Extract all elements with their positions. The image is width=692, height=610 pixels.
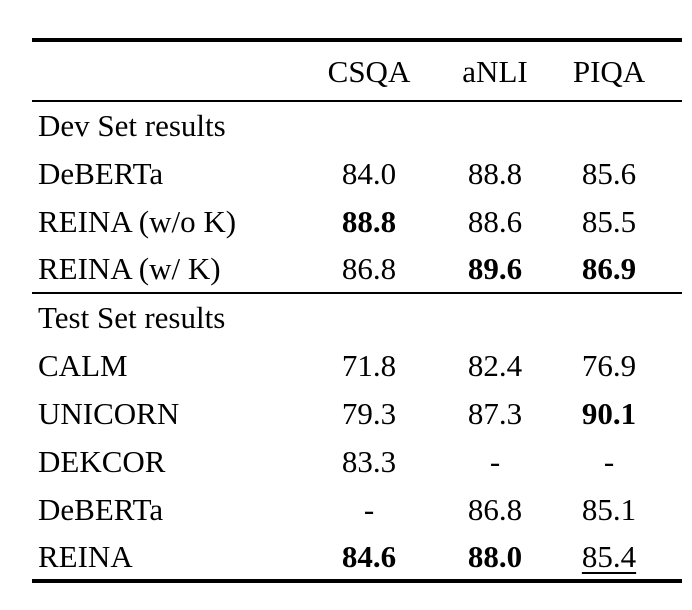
value-cell: 86.8 xyxy=(306,245,432,293)
cell-value: 76.9 xyxy=(581,347,637,383)
cell-value: 85.4 xyxy=(581,538,637,574)
column-header-piqa: PIQA xyxy=(572,53,646,89)
cell-value: 79.3 xyxy=(341,395,397,431)
cell-value: 85.5 xyxy=(581,203,637,239)
cell-value: 87.3 xyxy=(467,395,523,431)
value-cell: 89.6 xyxy=(432,245,558,293)
value-cell: 79.3 xyxy=(306,389,432,437)
header-row: CSQA aNLI PIQA xyxy=(32,40,682,101)
value-cell: 82.4 xyxy=(432,341,558,389)
cell-value: - xyxy=(603,443,615,479)
value-cell: 88.8 xyxy=(432,149,558,197)
column-header-anli: aNLI xyxy=(462,53,528,89)
table-row: DeBERTa - 86.8 85.1 xyxy=(32,485,682,533)
cell-value: 82.4 xyxy=(467,347,523,383)
value-cell: 84.0 xyxy=(306,149,432,197)
section-title: Dev Set results xyxy=(38,108,226,143)
value-cell: 85.1 xyxy=(558,485,682,533)
value-cell: - xyxy=(306,485,432,533)
table-section: Dev Set results DeBERTa 84.0 88.8 85.6 REINA … xyxy=(32,101,682,293)
section-title-row: Test Set results xyxy=(32,293,682,341)
cell-value: 71.8 xyxy=(341,347,397,383)
cell-value: - xyxy=(489,443,501,479)
table-section: Test Set results CALM 71.8 82.4 76.9 UNICORN 7… xyxy=(32,293,682,581)
value-cell: 83.3 xyxy=(306,437,432,485)
row-label: UNICORN xyxy=(38,395,180,431)
cell-value: 83.3 xyxy=(341,443,397,479)
cell-value: 86.8 xyxy=(467,491,523,527)
cell-value: - xyxy=(363,491,375,527)
corner-cell xyxy=(32,40,306,101)
row-label: DEKCOR xyxy=(38,443,166,479)
value-cell: 84.6 xyxy=(306,533,432,581)
value-cell: 87.3 xyxy=(432,389,558,437)
section-title: Test Set results xyxy=(38,300,226,335)
value-cell: 86.8 xyxy=(432,485,558,533)
cell-value: 88.8 xyxy=(467,155,523,191)
value-cell: - xyxy=(432,437,558,485)
value-cell: 90.1 xyxy=(558,389,682,437)
value-cell: - xyxy=(558,437,682,485)
value-cell: 88.0 xyxy=(432,533,558,581)
cell-value: 84.6 xyxy=(341,538,397,574)
section-title-row: Dev Set results xyxy=(32,101,682,149)
row-label: REINA (w/o K) xyxy=(38,203,237,239)
column-header-csqa: CSQA xyxy=(327,53,411,89)
row-label: REINA xyxy=(38,538,133,574)
row-label: CALM xyxy=(38,347,128,383)
value-cell: 85.5 xyxy=(558,197,682,245)
value-cell: 71.8 xyxy=(306,341,432,389)
cell-value: 85.1 xyxy=(581,491,637,527)
value-cell: 88.8 xyxy=(306,197,432,245)
results-table: CSQA aNLI PIQA Dev Set results DeBERTa 84.… xyxy=(32,38,682,583)
table-row: REINA 84.6 88.0 85.4 xyxy=(32,533,682,581)
row-label: REINA (w/ K) xyxy=(38,251,221,286)
table-row: UNICORN 79.3 87.3 90.1 xyxy=(32,389,682,437)
value-cell: 86.9 xyxy=(558,245,682,293)
value-cell: 85.6 xyxy=(558,149,682,197)
table-row: DeBERTa 84.0 88.8 85.6 xyxy=(32,149,682,197)
value-cell: 76.9 xyxy=(558,341,682,389)
cell-value: 86.8 xyxy=(341,251,397,286)
value-cell: 85.4 xyxy=(558,533,682,581)
cell-value: 89.6 xyxy=(467,251,523,286)
cell-value: 88.0 xyxy=(467,538,523,574)
table-row: DEKCOR 83.3 - - xyxy=(32,437,682,485)
row-label: DeBERTa xyxy=(38,155,164,191)
cell-value: 88.8 xyxy=(341,203,397,239)
table-row: REINA (w/o K) 88.8 88.6 85.5 xyxy=(32,197,682,245)
table-row: CALM 71.8 82.4 76.9 xyxy=(32,341,682,389)
cell-value: 90.1 xyxy=(581,395,637,431)
cell-value: 88.6 xyxy=(467,203,523,239)
cell-value: 86.9 xyxy=(581,251,637,286)
cell-value: 84.0 xyxy=(341,155,397,191)
row-label: DeBERTa xyxy=(38,491,164,527)
table-header: CSQA aNLI PIQA xyxy=(32,40,682,101)
cell-value: 85.6 xyxy=(581,155,637,191)
value-cell: 88.6 xyxy=(432,197,558,245)
table-row: REINA (w/ K) 86.8 89.6 86.9 xyxy=(32,245,682,293)
